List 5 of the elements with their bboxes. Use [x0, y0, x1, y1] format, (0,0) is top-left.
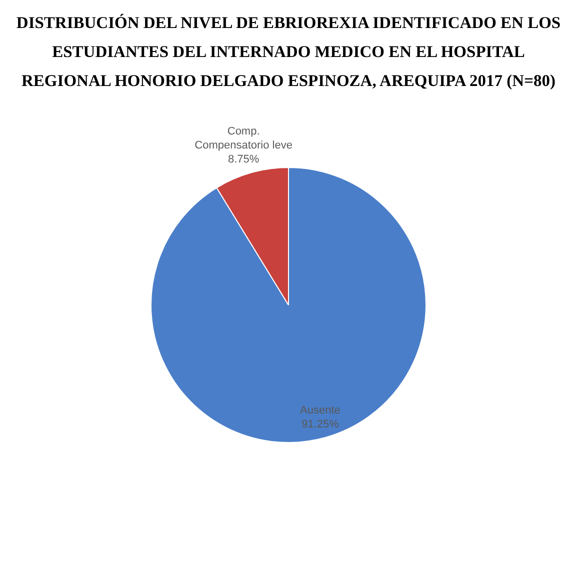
- slice-label: Ausente: [300, 404, 340, 417]
- data-label: 91.25%: [302, 418, 340, 431]
- slice-label: Comp. Compensatorio leve: [194, 126, 292, 152]
- chart-title: DISTRIBUCIÓN DEL NIVEL DE EBRIOREXIA IDENTIFICADO EN LOS ESTUDIANTES DEL INTERNADO MEDICO EN EL HOSPITAL REGIONAL HONORIO DELGADO ESPINOZA, AREQUIPA 2017 (N=80): [15, 12, 562, 92]
- data-label: 8.75%: [228, 154, 260, 166]
